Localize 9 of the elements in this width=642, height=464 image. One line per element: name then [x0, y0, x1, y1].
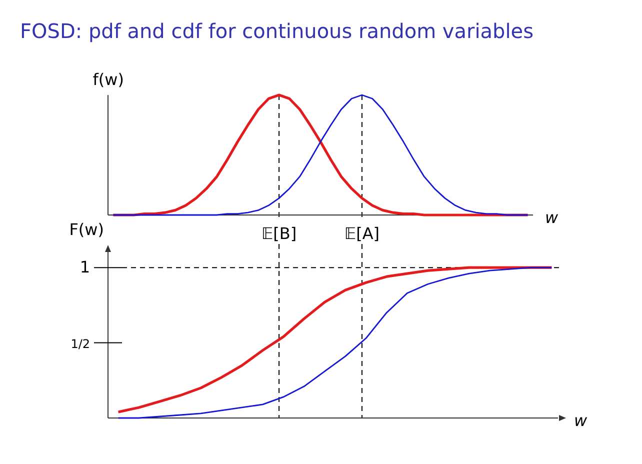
x-tick-label: 𝔼[A]: [344, 224, 380, 243]
x-axis-title: w: [545, 208, 559, 227]
x-tick-label: 𝔼[B]: [261, 224, 297, 243]
y-axis-title: f(w): [92, 70, 124, 89]
y-tick-label: 1/2: [70, 336, 90, 351]
y-tick-label: 1: [80, 258, 90, 277]
y-axis-title: F(w): [69, 220, 104, 239]
chart-title: FOSD: pdf and cdf for continuous random variables: [20, 19, 534, 43]
x-axis-title: w: [574, 411, 588, 430]
